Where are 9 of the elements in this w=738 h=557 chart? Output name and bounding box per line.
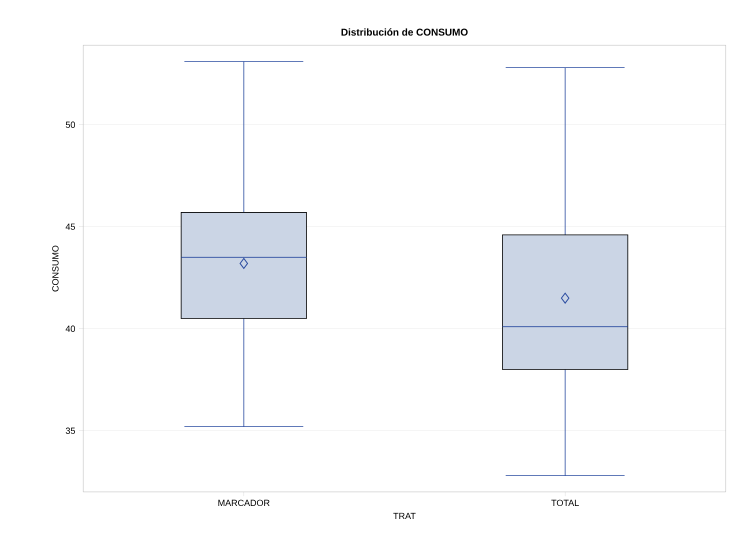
- x-axis-title: TRAT: [393, 512, 416, 519]
- y-tick-label: 35: [66, 428, 76, 434]
- chart-title: Distribución de CONSUMO: [342, 28, 468, 36]
- y-tick-label: 45: [66, 224, 76, 230]
- y-tick-label: 50: [66, 122, 76, 128]
- y-axis-title: CONSUMO: [52, 246, 59, 292]
- x-tick-label: MARCADOR: [218, 500, 270, 506]
- y-tick-label: 40: [66, 326, 76, 332]
- x-tick-label: TOTAL: [551, 500, 579, 506]
